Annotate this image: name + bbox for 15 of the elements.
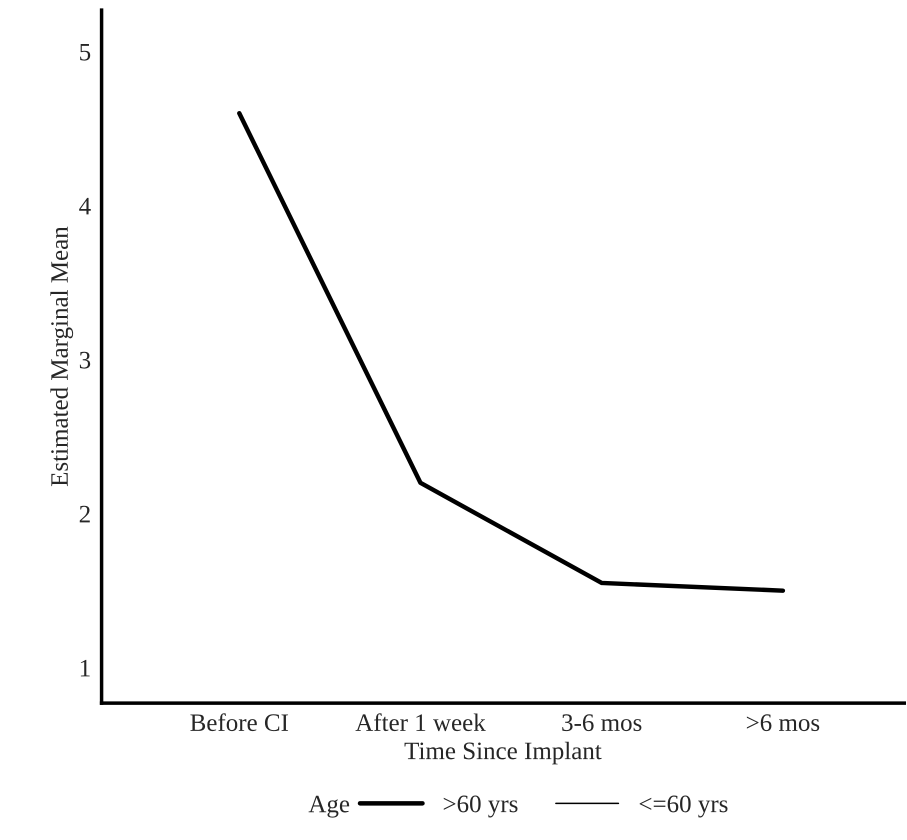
y-tick-label: 5 bbox=[80, 44, 90, 61]
y-tick-label: 2 bbox=[80, 506, 90, 522]
x-tick-label: >6 mos bbox=[746, 714, 820, 732]
y-tick-label: 4 bbox=[79, 198, 91, 214]
legend-title: Age bbox=[308, 796, 350, 818]
y-axis-title: Estimated Marginal Mean bbox=[50, 226, 74, 486]
line-series bbox=[237, 111, 786, 593]
x-tick-label: 3-6 mos bbox=[562, 714, 642, 732]
legend-label: <=60 yrs bbox=[640, 795, 728, 818]
x-tick-label: After 1 week bbox=[355, 713, 486, 732]
x-tick-label: Before CI bbox=[190, 713, 288, 732]
x-axis-title: Time Since Implant bbox=[404, 742, 602, 764]
legend-label: >60 yrs bbox=[444, 795, 518, 818]
y-tick-label: 1 bbox=[80, 660, 90, 676]
y-tick-label: 3 bbox=[80, 352, 90, 369]
